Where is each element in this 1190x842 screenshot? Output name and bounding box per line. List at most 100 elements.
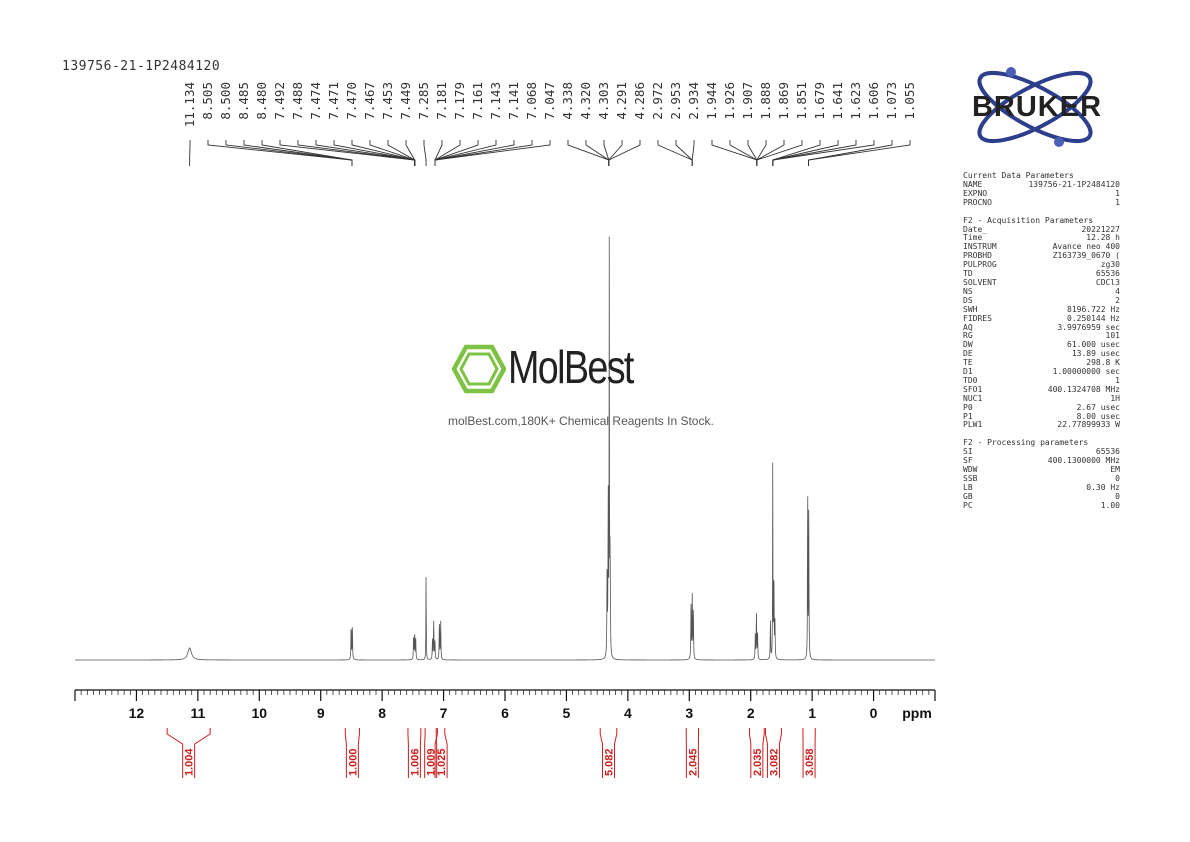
peak-connector — [315, 140, 416, 166]
peak-label: 7.471 — [326, 82, 341, 120]
param-row: Date_ 20221227 — [963, 224, 1120, 235]
param-value: 13.89 usec — [1071, 349, 1120, 359]
param-value: 1.00 — [1100, 500, 1120, 510]
param-row: AQ 3.9976959 sec — [963, 322, 1120, 333]
peak-label: 4.303 — [596, 82, 611, 120]
param-key: WDW — [963, 465, 978, 475]
param-row: WDW EM — [963, 465, 1120, 475]
param-row: SFO1 400.1324708 MHz — [963, 384, 1120, 395]
peak-label: 8.505 — [200, 82, 215, 120]
param-key: PULPROG — [963, 260, 997, 270]
param-value: 2 — [1115, 295, 1120, 305]
peak-label: 2.953 — [668, 82, 683, 120]
integral-bracket — [194, 728, 211, 778]
peak-connector — [608, 140, 623, 166]
param-row: SSB 0 — [963, 474, 1120, 484]
param-value: 65536 — [1095, 269, 1120, 279]
param-key: SI — [963, 447, 973, 457]
param-row: PROBHD Z163739_0670 ( — [963, 251, 1120, 261]
axis-tick-label: 8 — [378, 705, 386, 721]
param-value: 1.00000000 sec — [1052, 367, 1120, 377]
peak-connector — [297, 140, 416, 166]
integral-value: 3.058 — [804, 748, 816, 776]
integral-bracket — [762, 728, 765, 778]
param-row: SF 400.1300000 MHz — [963, 456, 1120, 466]
param-key: Time — [963, 233, 983, 243]
param-row: TE 298.8 K — [963, 358, 1120, 368]
peak-connector — [657, 140, 693, 166]
peak-connector — [675, 140, 693, 166]
param-row: D1 1.00000000 sec — [963, 367, 1120, 377]
peak-label: 8.480 — [254, 82, 269, 120]
peak-connector — [747, 140, 758, 166]
param-row: SOLVENT CDCl3 — [963, 277, 1120, 288]
peak-label: 1.888 — [758, 82, 773, 120]
peak-label: 1.641 — [830, 82, 845, 120]
peak-label: 1.907 — [740, 82, 755, 120]
param-key: SOLVENT — [963, 277, 997, 287]
param-value: 4 — [1115, 286, 1120, 296]
integral-value: 5.082 — [604, 748, 616, 776]
param-row: INSTRUM Avance neo 400 — [963, 242, 1120, 252]
axis-tick-label: 11 — [190, 705, 205, 721]
param-value: 20221227 — [1081, 224, 1120, 234]
integral-value: 1.006 — [409, 748, 421, 776]
axis-tick-label: 1 — [808, 705, 816, 721]
param-value: CDCl3 — [1095, 277, 1120, 287]
peak-label: 11.134 — [182, 82, 197, 127]
peak-label: 8.500 — [218, 82, 233, 120]
param-key: RG — [963, 331, 973, 341]
peak-label: 7.161 — [470, 82, 485, 120]
param-key: TE — [963, 358, 973, 368]
param-key: P1 — [963, 411, 973, 421]
integral-bracket — [614, 728, 618, 778]
param-row: DE 13.89 usec — [963, 349, 1120, 359]
param-value: 1 — [1115, 197, 1120, 207]
param-key: GB — [963, 491, 973, 501]
peak-connector — [711, 140, 758, 166]
peak-connector — [756, 140, 767, 166]
integral-value: 1.025 — [436, 748, 448, 776]
param-value: 3.9976959 sec — [1057, 322, 1120, 332]
param-key: SWH — [963, 304, 978, 314]
param-key: TD — [963, 269, 973, 279]
axis-tick-label: 6 — [501, 705, 509, 721]
logo-text: BRUKER — [972, 91, 1102, 123]
peak-label: 1.055 — [902, 82, 917, 120]
peak-connector — [756, 140, 803, 166]
peak-label: 7.488 — [290, 82, 305, 120]
param-key: INSTRUM — [963, 242, 997, 252]
param-key: LB — [963, 482, 973, 492]
peak-label: 2.934 — [686, 82, 701, 120]
peak-connector — [772, 140, 857, 166]
peak-connector — [434, 140, 533, 166]
peak-label: 2.972 — [650, 82, 665, 120]
param-key: FIDRES — [963, 313, 992, 323]
param-key: PLW1 — [963, 420, 983, 430]
param-row: LB 0.30 Hz — [963, 482, 1120, 493]
param-key: EXPNO — [963, 188, 988, 198]
param-row: PROCNO 1 — [963, 197, 1120, 208]
integral-bracket — [748, 728, 752, 778]
atom-orbit-icon — [977, 70, 1093, 144]
param-row: Time 12.28 h — [963, 234, 1120, 243]
integral-bracket — [444, 728, 448, 778]
param-row: TD0 1 — [963, 376, 1120, 386]
param-value: 22.77899933 W — [1057, 420, 1120, 430]
param-value: 400.1324708 MHz — [1047, 384, 1120, 394]
param-key: DW — [963, 340, 973, 350]
peak-label: 1.926 — [722, 82, 737, 120]
peak-label: 4.338 — [560, 82, 575, 120]
peak-label: 4.291 — [614, 82, 629, 120]
axis-tick-label: 9 — [317, 705, 325, 721]
param-row: EXPNO 1 — [963, 188, 1120, 199]
peak-connector — [772, 140, 875, 166]
param-section-heading: F2 - Acquisition Parameters — [963, 215, 1094, 225]
param-value: Avance neo 400 — [1052, 242, 1120, 252]
peak-label: 7.285 — [416, 82, 431, 120]
peak-labels: 11.134 8.505 8.500 8.485 8.480 7.492 7.488 7.47… — [182, 82, 917, 127]
peak-connector — [691, 140, 695, 166]
param-value: 65536 — [1095, 447, 1120, 457]
peak-connector — [567, 140, 610, 166]
